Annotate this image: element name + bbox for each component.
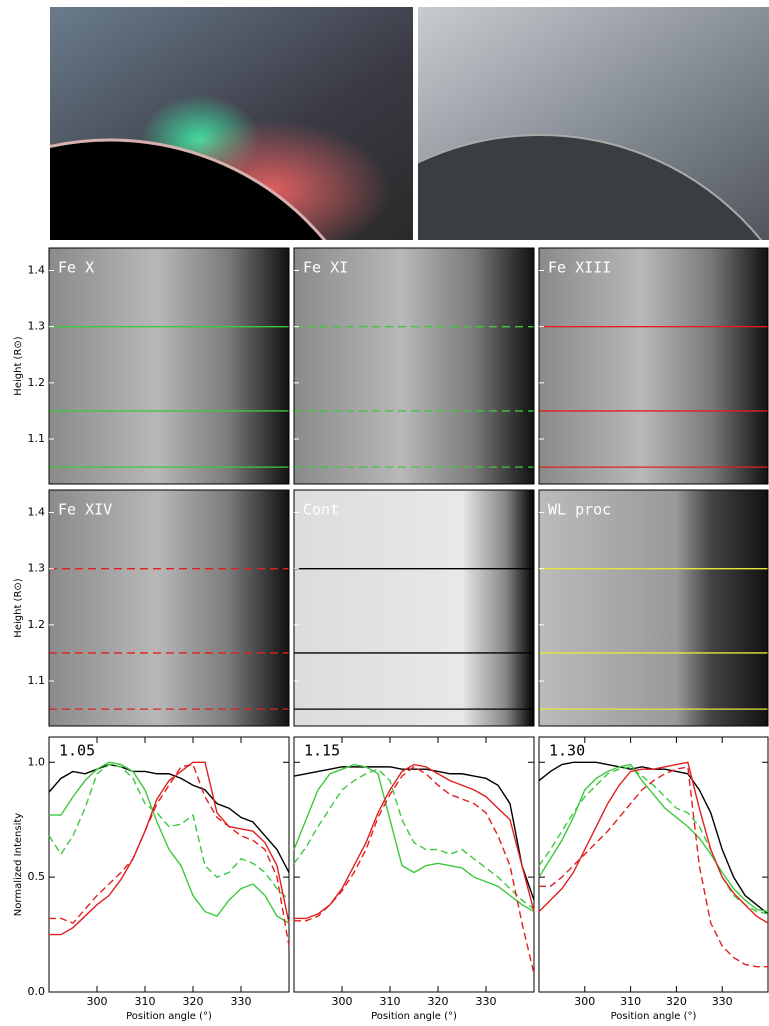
y-tick-label: 1.1 (28, 674, 46, 687)
profile-line (538, 761, 769, 924)
profile-line (539, 766, 768, 968)
profile-line (294, 766, 535, 974)
map-frame (538, 247, 769, 485)
chart-label: 1.15 (304, 742, 340, 760)
y-tick-label: 1.3 (28, 562, 46, 575)
x-tick-label: 310 (620, 995, 641, 1008)
x-tick-label: 320 (428, 995, 449, 1008)
x-tick-label: 310 (135, 995, 156, 1008)
profile-line (48, 763, 290, 873)
map-image (294, 248, 534, 484)
y-axis-label: Height (R⊙) (13, 578, 24, 637)
y-axis-label: Height (R⊙) (13, 336, 24, 395)
map-image (539, 490, 768, 726)
x-tick-label: 300 (332, 995, 353, 1008)
profile-line (49, 761, 290, 936)
y-tick-label: 1.1 (28, 432, 46, 445)
x-tick-label: 330 (231, 995, 252, 1008)
map-image (49, 248, 289, 484)
chart-label: 1.05 (59, 742, 95, 760)
profile-line (293, 768, 535, 910)
map-image (539, 248, 768, 484)
x-axis-label: Position angle (°) (126, 1011, 212, 1022)
height-maps: 1.1 1.2 1.3 1.4 Fe X Height (R⊙) Fe XI Fe XIII 1… (13, 247, 769, 727)
panel-label: Fe XIV (58, 501, 112, 519)
panel-label: Fe X (58, 259, 94, 277)
map-image (49, 490, 289, 726)
map-frame (293, 489, 535, 727)
y-tick-label: 0.0 (28, 985, 46, 998)
map-frame (48, 489, 290, 727)
y-tick-label: 1.4 (28, 263, 46, 276)
profile-line (293, 766, 535, 901)
x-tick-label: 310 (380, 995, 401, 1008)
profile-line (49, 761, 290, 924)
y-tick-label: 1.0 (28, 755, 46, 768)
x-tick-label: 320 (666, 995, 687, 1008)
map-image (294, 490, 534, 726)
y-tick-label: 1.2 (28, 376, 46, 389)
map-frame (48, 247, 290, 485)
x-axis-label: Position angle (°) (371, 1011, 457, 1022)
x-tick-label: 320 (183, 995, 204, 1008)
coronal-image-color (50, 7, 413, 240)
y-tick-label: 0.5 (28, 870, 46, 883)
plot-frame (48, 736, 290, 993)
plot-frame (538, 736, 769, 993)
y-tick-label: 1.4 (28, 505, 46, 518)
chart-label: 1.30 (549, 742, 585, 760)
panel-label: Cont (303, 501, 339, 519)
map-frame (538, 489, 769, 727)
profile-charts: 0.0 0.5 1.0 300 310 320 330 1.05 Position angle … (13, 736, 769, 1022)
panel-label: WL proc (548, 501, 611, 519)
panel-label: Fe XI (303, 259, 348, 277)
profile-line (293, 763, 535, 913)
profile-line (48, 763, 290, 901)
y-axis-label: Normalized Intensity (13, 813, 24, 916)
panel-label: Fe XIII (548, 259, 611, 277)
x-tick-label: 330 (712, 995, 733, 1008)
x-tick-label: 300 (87, 995, 108, 1008)
profile-line (49, 763, 290, 947)
x-tick-label: 330 (476, 995, 497, 1008)
y-tick-label: 1.2 (28, 618, 46, 631)
plot-frame (293, 736, 535, 993)
x-axis-label: Position angle (°) (611, 1011, 697, 1022)
y-tick-label: 1.3 (28, 320, 46, 333)
x-tick-label: 300 (574, 995, 595, 1008)
profile-line (538, 766, 769, 915)
map-frame (293, 247, 535, 485)
coronal-image-white-light (418, 7, 769, 240)
